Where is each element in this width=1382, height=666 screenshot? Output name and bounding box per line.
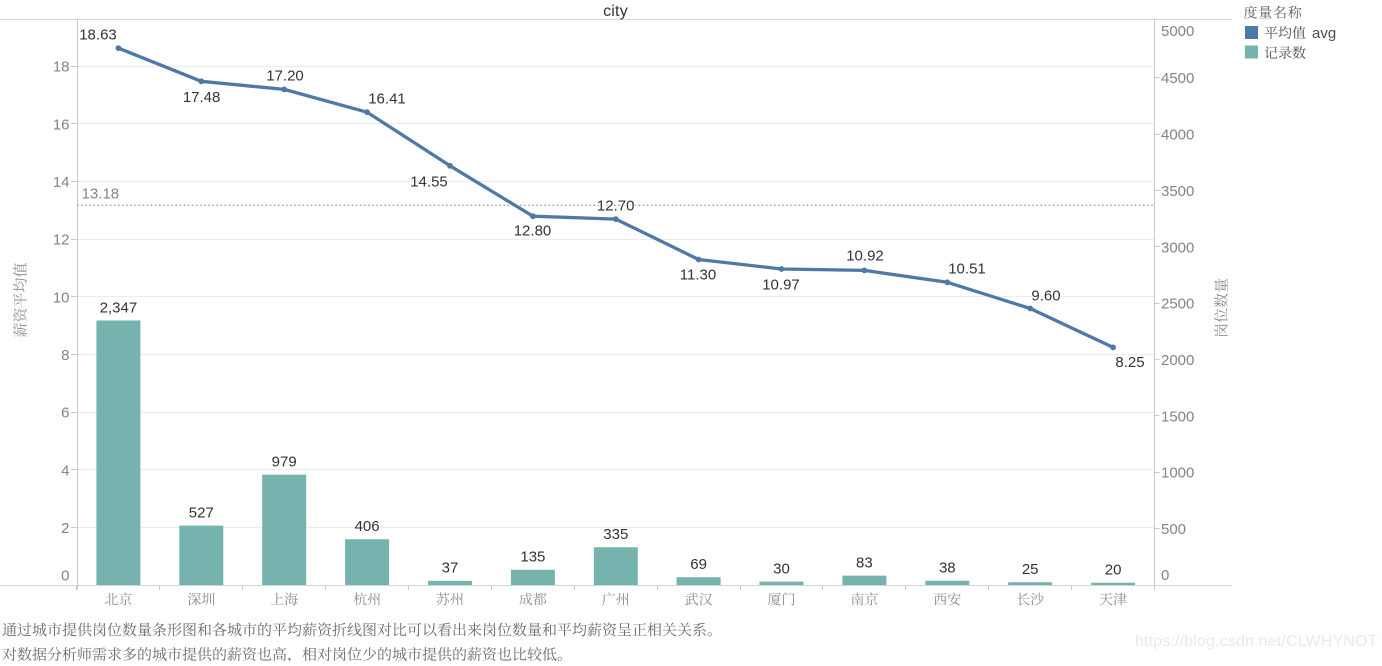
svg-text:406: 406 <box>355 518 380 535</box>
svg-text:14.55: 14.55 <box>410 174 448 191</box>
svg-text:3000: 3000 <box>1161 239 1194 256</box>
svg-text:4: 4 <box>61 462 69 479</box>
svg-text:13.18: 13.18 <box>82 186 120 203</box>
svg-text:2: 2 <box>61 520 69 537</box>
svg-text:https://blog.csdn.net/CLWHYNOT: https://blog.csdn.net/CLWHYNOT <box>1135 633 1378 650</box>
svg-text:0: 0 <box>61 567 69 584</box>
svg-text:1000: 1000 <box>1161 465 1194 482</box>
svg-text:335: 335 <box>603 526 628 543</box>
svg-text:69: 69 <box>690 556 707 573</box>
svg-text:30: 30 <box>773 561 790 578</box>
svg-text:4000: 4000 <box>1161 127 1194 144</box>
svg-text:4500: 4500 <box>1161 70 1194 87</box>
svg-text:20: 20 <box>1105 562 1122 579</box>
svg-text:8: 8 <box>61 347 69 364</box>
svg-text:11.30: 11.30 <box>680 266 716 283</box>
svg-text:25: 25 <box>1022 561 1039 578</box>
svg-text:17.48: 17.48 <box>183 89 221 106</box>
svg-text:avg: avg <box>1312 25 1336 42</box>
svg-text:1500: 1500 <box>1161 408 1194 425</box>
svg-text:10: 10 <box>53 289 70 306</box>
svg-text:10.92: 10.92 <box>846 248 884 265</box>
svg-text:9.60: 9.60 <box>1031 288 1060 305</box>
svg-text:2,347: 2,347 <box>100 299 138 316</box>
svg-text:16.41: 16.41 <box>368 90 406 107</box>
svg-text:83: 83 <box>856 555 873 572</box>
svg-text:2000: 2000 <box>1161 352 1194 369</box>
svg-text:17.20: 17.20 <box>266 67 304 84</box>
svg-text:12.70: 12.70 <box>597 197 635 214</box>
svg-text:527: 527 <box>189 505 214 522</box>
svg-text:18: 18 <box>53 59 70 76</box>
svg-text:18.63: 18.63 <box>79 26 117 43</box>
svg-text:14: 14 <box>53 174 70 191</box>
svg-text:2500: 2500 <box>1161 296 1194 313</box>
svg-text:10.51: 10.51 <box>948 260 986 277</box>
svg-text:12.80: 12.80 <box>514 222 552 239</box>
svg-text:6: 6 <box>61 405 69 422</box>
svg-text:8.25: 8.25 <box>1115 354 1144 371</box>
svg-text:979: 979 <box>272 454 297 471</box>
svg-text:500: 500 <box>1161 521 1186 538</box>
svg-text:0: 0 <box>1161 567 1169 584</box>
svg-text:16: 16 <box>53 116 70 133</box>
svg-text:10.97: 10.97 <box>762 277 800 294</box>
svg-text:135: 135 <box>520 549 545 566</box>
svg-text:5000: 5000 <box>1161 23 1194 40</box>
svg-text:city: city <box>603 3 628 20</box>
svg-text:3500: 3500 <box>1161 183 1194 200</box>
svg-text:38: 38 <box>939 560 956 577</box>
svg-text:12: 12 <box>53 232 70 249</box>
svg-text:37: 37 <box>442 560 459 577</box>
